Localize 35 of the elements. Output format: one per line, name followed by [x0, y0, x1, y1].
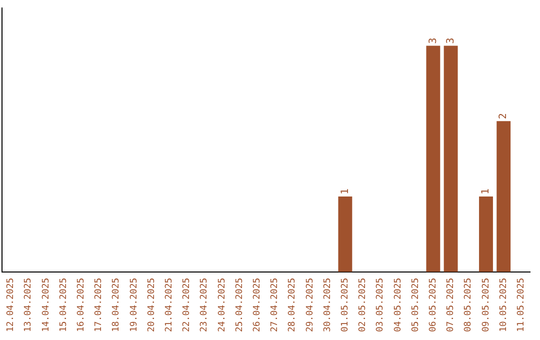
x-tick-label: 05.05.2025	[410, 278, 421, 332]
x-tick-label: 19.04.2025	[129, 278, 140, 332]
x-tick-label: 15.04.2025	[58, 278, 69, 332]
data-label: 3	[428, 38, 439, 44]
x-tick-label: 04.05.2025	[393, 278, 404, 332]
x-tick-label: 07.05.2025	[446, 278, 456, 332]
x-tick-label: 24.04.2025	[217, 278, 228, 332]
x-tick-label: 08.05.2025	[464, 278, 474, 332]
x-tick-label: 25.04.2025	[234, 278, 245, 332]
x-tick-label: 27.04.2025	[270, 278, 280, 332]
data-label: 1	[480, 188, 492, 194]
x-tick-label: 10.05.2025	[498, 278, 509, 332]
data-label: 3	[445, 38, 456, 44]
data-label: 1	[340, 188, 351, 194]
x-tick-label: 11.05.2025	[516, 278, 527, 332]
x-tick-label: 22.04.2025	[182, 278, 192, 332]
x-tick-label: 14.04.2025	[41, 278, 52, 332]
x-tick-label: 29.04.2025	[305, 278, 316, 332]
x-tick-label: 21.04.2025	[164, 278, 175, 332]
x-tick-label: 16.04.2025	[76, 278, 87, 332]
data-label: 2	[498, 113, 510, 120]
x-tick-label: 23.04.2025	[200, 278, 210, 332]
x-tick-label: 17.04.2025	[94, 278, 104, 332]
x-tick-label: 28.04.2025	[288, 278, 298, 332]
x-tick-label: 01.05.2025	[340, 278, 351, 332]
x-tick-label: 13.04.2025	[24, 278, 34, 332]
x-tick-label: 18.04.2025	[112, 278, 122, 332]
x-tick-label: 12.04.2025	[6, 278, 16, 332]
x-tick-label: 06.05.2025	[428, 278, 439, 332]
x-tick-label: 09.05.2025	[481, 278, 492, 332]
x-tick-label: 02.05.2025	[358, 278, 368, 332]
x-tick-label: 26.04.2025	[252, 278, 263, 332]
x-tick-label: 03.05.2025	[376, 278, 386, 332]
x-tick-label: 20.04.2025	[146, 278, 157, 332]
x-tick-label: 30.04.2025	[322, 278, 333, 332]
